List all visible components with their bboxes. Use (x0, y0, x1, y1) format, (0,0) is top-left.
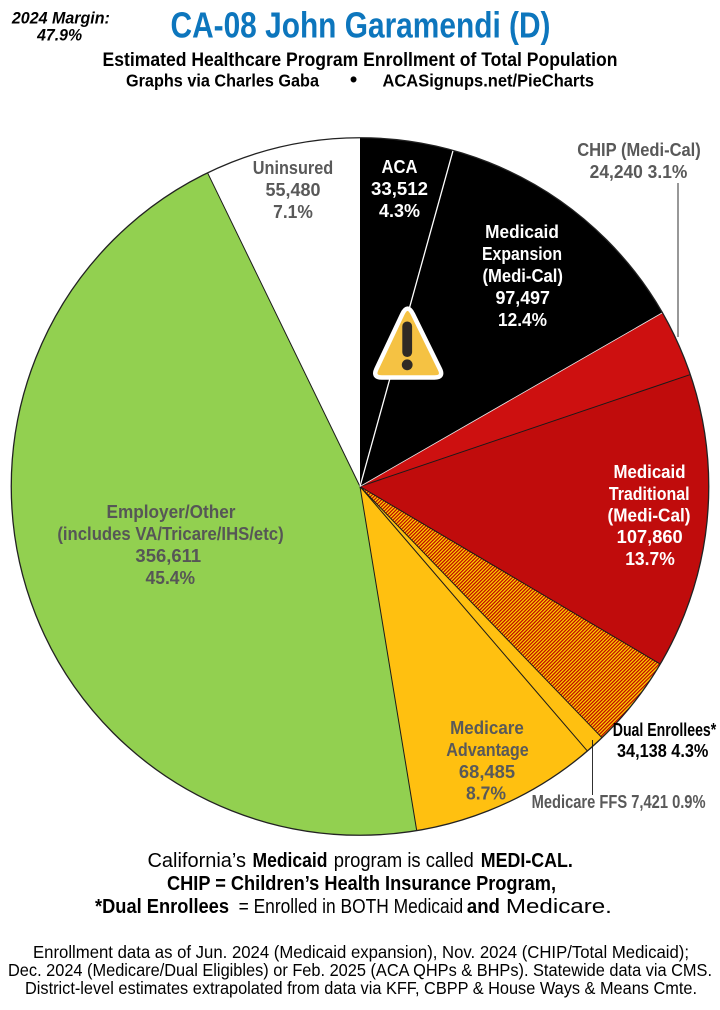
svg-text:Medicare FFS 7,421 0.9%: Medicare FFS 7,421 0.9% (532, 792, 706, 812)
svg-text:24,240 3.1%: 24,240 3.1% (590, 162, 688, 182)
svg-text:12.4%: 12.4% (498, 310, 547, 330)
svg-text:California’s: California’s (148, 850, 247, 872)
svg-text:= Enrolled in BOTH Medicaid: = Enrolled in BOTH Medicaid (239, 896, 464, 918)
svg-text:34,138 4.3%: 34,138 4.3% (617, 741, 708, 761)
svg-text:Medicaid: Medicaid (253, 850, 328, 872)
svg-text:Medicaid: Medicaid (614, 462, 686, 482)
svg-text:Medicare: Medicare (450, 718, 524, 738)
svg-text:13.7%: 13.7% (625, 549, 675, 569)
svg-text:33,512: 33,512 (371, 179, 428, 199)
svg-text:CHIP = Children’s Health Insur: CHIP = Children’s Health Insurance Progr… (167, 873, 556, 895)
svg-text:•: • (350, 69, 357, 92)
svg-text:Uninsured: Uninsured (253, 158, 333, 178)
svg-text:*Dual Enrollees: *Dual Enrollees (95, 896, 229, 918)
svg-text:356,611: 356,611 (135, 546, 201, 566)
svg-text:47.9%: 47.9% (36, 27, 82, 45)
svg-text:4.3%: 4.3% (379, 201, 420, 221)
svg-text:(includes VA/Tricare/IHS/etc): (includes VA/Tricare/IHS/etc) (57, 524, 283, 544)
svg-text:CA-08 John Garamendi (D): CA-08 John Garamendi (D) (171, 5, 551, 46)
svg-text:(Medi-Cal): (Medi-Cal) (608, 506, 691, 526)
svg-text:55,480: 55,480 (266, 180, 321, 200)
svg-text:Advantage: Advantage (446, 740, 529, 760)
svg-text:program is called: program is called (334, 850, 474, 872)
svg-text:Medicare.: Medicare. (506, 896, 612, 918)
svg-text:Traditional: Traditional (609, 484, 690, 504)
svg-text:107,860: 107,860 (617, 527, 683, 547)
svg-text:7.1%: 7.1% (273, 202, 313, 222)
svg-text:MEDI-CAL.: MEDI-CAL. (481, 850, 573, 872)
svg-text:ACA: ACA (382, 157, 418, 177)
svg-text:Graphs via Charles Gaba: Graphs via Charles Gaba (126, 71, 319, 91)
svg-text:97,497: 97,497 (495, 288, 550, 308)
svg-text:Expansion: Expansion (482, 244, 562, 264)
svg-text:Dec. 2024 (Medicare/Dual Eligi: Dec. 2024 (Medicare/Dual Eligibles) or F… (8, 960, 712, 980)
svg-text:Enrollment data as of Jun. 202: Enrollment data as of Jun. 2024 (Medicai… (33, 942, 689, 962)
svg-text:8.7%: 8.7% (466, 784, 506, 804)
svg-text:Employer/Other: Employer/Other (107, 502, 236, 522)
svg-text:Medicaid: Medicaid (485, 222, 559, 242)
svg-text:45.4%: 45.4% (146, 568, 196, 588)
svg-text:District-level estimates extra: District-level estimates extrapolated fr… (25, 978, 697, 998)
svg-text:Estimated Healthcare Program E: Estimated Healthcare Program Enrollment … (103, 50, 618, 71)
svg-text:2024 Margin:: 2024 Margin: (11, 10, 110, 28)
svg-text:(Medi-Cal): (Medi-Cal) (482, 266, 563, 286)
svg-text:ACASignups.net/PieCharts: ACASignups.net/PieCharts (383, 71, 595, 91)
svg-text:68,485: 68,485 (459, 762, 515, 782)
svg-text:CHIP (Medi-Cal): CHIP (Medi-Cal) (577, 140, 701, 160)
svg-text:Dual Enrollees*: Dual Enrollees* (613, 720, 717, 740)
svg-text:and: and (467, 896, 500, 918)
